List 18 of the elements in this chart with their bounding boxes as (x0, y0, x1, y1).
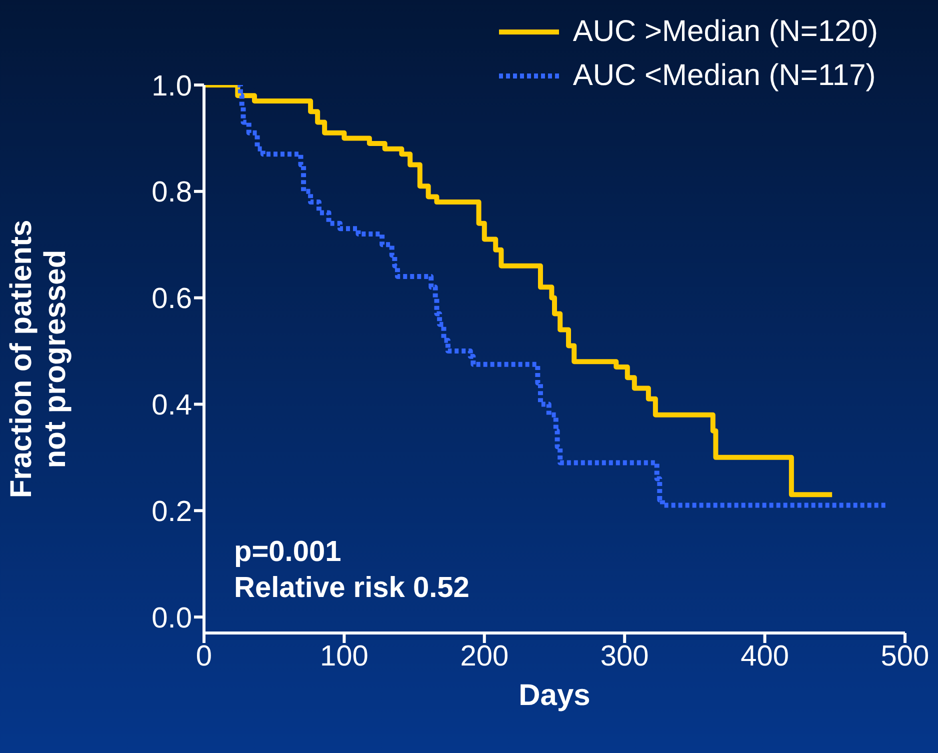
y-tick-label: 0.2 (152, 496, 192, 528)
x-tick-label: 400 (740, 640, 789, 673)
legend-label: AUC <Median (N=117) (572, 59, 876, 93)
x-tick-label: 300 (600, 640, 649, 673)
annotation: p=0.001 (234, 535, 342, 570)
legend-label: AUC >Median (N=120) (572, 15, 878, 49)
annotation: Relative risk 0.52 (234, 571, 470, 606)
y-tick-label: 0.8 (152, 176, 192, 209)
x-tick-label: 0 (196, 640, 212, 673)
y-tick-label: 0.6 (152, 283, 192, 316)
y-tick-label: 1.0 (152, 70, 192, 102)
x-axis-title: Days (518, 679, 590, 712)
y-axis-title: Fraction of patients not progressed (5, 220, 72, 498)
y-tick-label: 0.4 (152, 390, 192, 422)
x-tick-label: 200 (460, 640, 509, 673)
x-tick-label: 100 (320, 640, 368, 673)
y-tick-label: 0.0 (152, 602, 192, 634)
x-tick-label: 500 (880, 640, 930, 673)
